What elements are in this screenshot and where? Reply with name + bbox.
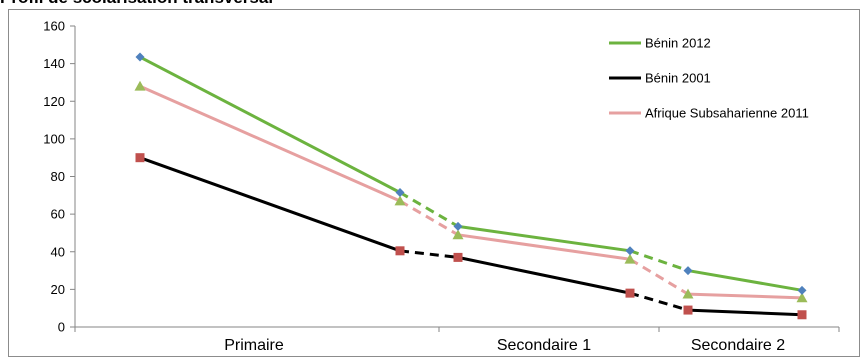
data-point-marker bbox=[453, 221, 463, 231]
y-tick-label: 40 bbox=[51, 244, 65, 259]
y-tick-label: 0 bbox=[58, 320, 65, 335]
legend-label: Afrique Subsaharienne 2011 bbox=[645, 106, 809, 121]
y-tick-label: 80 bbox=[51, 169, 65, 184]
data-point-marker bbox=[625, 246, 635, 256]
data-point-marker bbox=[453, 252, 463, 262]
series-line-segment bbox=[139, 156, 401, 253]
data-point-marker bbox=[797, 285, 807, 295]
series-line-segment bbox=[399, 249, 459, 259]
y-tick-label: 100 bbox=[43, 131, 65, 146]
series-line-segment bbox=[399, 191, 459, 228]
data-point-marker bbox=[683, 266, 693, 276]
series-line-segment bbox=[687, 269, 803, 292]
y-tick-label: 160 bbox=[43, 19, 65, 34]
legend-label: Bénin 2001 bbox=[645, 71, 711, 86]
data-point-marker bbox=[624, 253, 636, 264]
series-line-segment bbox=[399, 199, 459, 237]
series-line-segment bbox=[687, 308, 803, 317]
data-point-marker bbox=[395, 187, 405, 197]
series-line-segment bbox=[457, 255, 631, 295]
data-point-marker bbox=[683, 305, 693, 315]
chart-frame: 0 20 40 60 80 100 120 140 160 Primaire Secondaire … bbox=[8, 9, 860, 357]
y-tick-label: 120 bbox=[43, 94, 65, 109]
data-point-marker bbox=[394, 195, 406, 206]
data-point-marker bbox=[797, 310, 807, 320]
series-line-segment bbox=[629, 249, 689, 272]
legend-label: Bénin 2012 bbox=[645, 36, 711, 51]
data-point-marker bbox=[682, 288, 694, 299]
data-point-marker bbox=[134, 80, 146, 91]
data-point-marker bbox=[135, 52, 145, 62]
series-line-segment bbox=[457, 224, 631, 253]
series-line-segment bbox=[139, 55, 401, 194]
series-line-segment bbox=[457, 233, 631, 261]
series-line-segment bbox=[629, 257, 689, 296]
data-point-marker bbox=[135, 153, 145, 163]
y-tick-label: 20 bbox=[51, 282, 65, 297]
data-point-marker bbox=[395, 246, 405, 256]
y-tick-label: 140 bbox=[43, 56, 65, 71]
series-line-segment bbox=[687, 292, 803, 300]
data-point-marker bbox=[625, 288, 635, 298]
x-category-label: Secondaire 1 bbox=[497, 337, 591, 354]
series-line-segment bbox=[139, 84, 401, 203]
line-chart: 0 20 40 60 80 100 120 140 160 Primaire Secondaire … bbox=[43, 19, 840, 354]
x-category-label: Secondaire 2 bbox=[691, 337, 785, 354]
data-point-marker bbox=[796, 292, 808, 303]
y-tick-label: 60 bbox=[51, 207, 65, 222]
series-line-segment bbox=[629, 291, 689, 312]
chart-title: Profil de scolarisation transversal bbox=[0, 0, 273, 8]
x-category-label: Primaire bbox=[224, 337, 284, 354]
data-point-marker bbox=[452, 229, 464, 240]
